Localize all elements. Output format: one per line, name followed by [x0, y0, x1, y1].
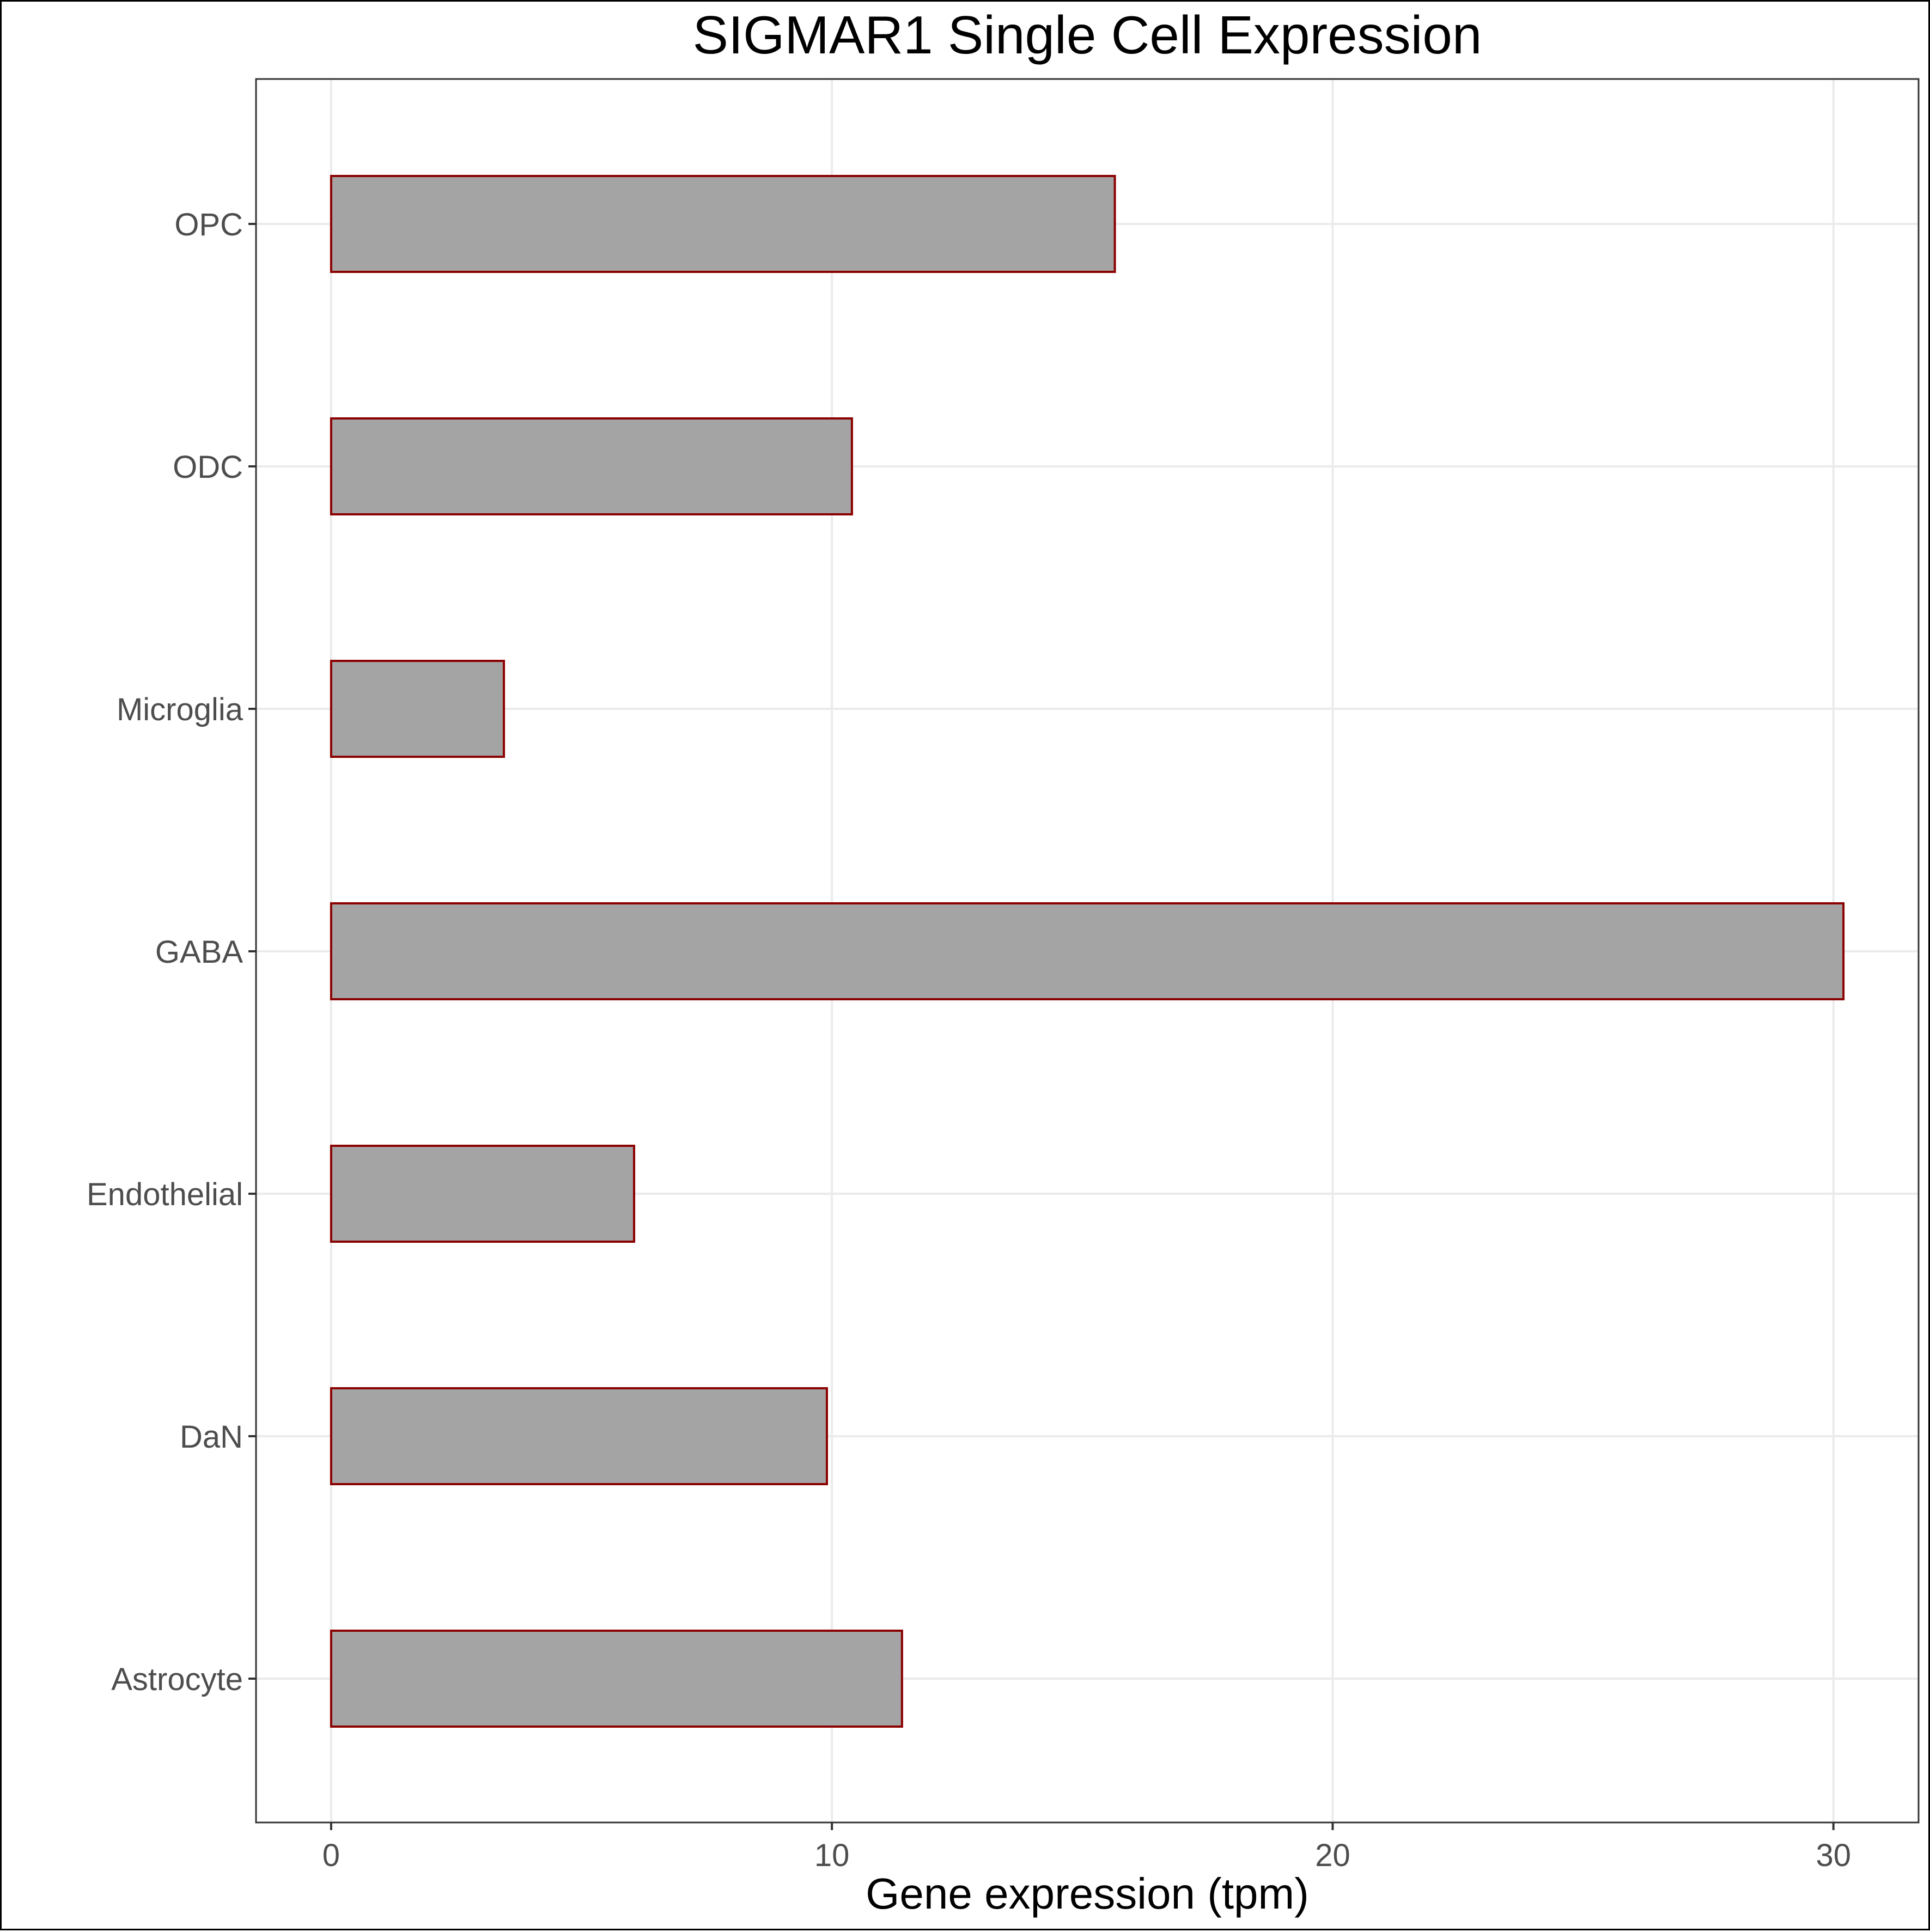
- y-tick-label: DaN: [180, 1419, 243, 1455]
- bar-endothelial: [330, 1145, 636, 1243]
- y-tick-label: ODC: [173, 449, 243, 485]
- bar-astrocyte: [330, 1630, 903, 1728]
- bar-microglia: [330, 660, 506, 758]
- y-tick-label: GABA: [155, 934, 243, 970]
- x-tick-label: 30: [1816, 1838, 1851, 1873]
- axis-ticks: 0 10 20 30 Astrocyte DaN Endothelial GABA Microg…: [87, 207, 1851, 1873]
- bars: [330, 175, 1845, 1728]
- x-axis-title: Gene expression (tpm): [866, 1869, 1309, 1918]
- y-tick-label: Astrocyte: [111, 1662, 243, 1697]
- x-tick-label: 10: [814, 1838, 850, 1873]
- bar-opc: [330, 175, 1116, 273]
- bar-gaba: [330, 902, 1845, 1000]
- y-tick-label: OPC: [174, 207, 243, 242]
- bar-odc: [330, 417, 853, 515]
- bar-dan: [330, 1387, 828, 1485]
- x-tick-label: 0: [322, 1838, 340, 1873]
- x-tick-label: 20: [1315, 1838, 1350, 1873]
- y-tick-label: Microglia: [117, 692, 243, 727]
- chart-title: SIGMAR1 Single Cell Expression: [693, 5, 1482, 65]
- y-tick-label: Endothelial: [87, 1177, 243, 1212]
